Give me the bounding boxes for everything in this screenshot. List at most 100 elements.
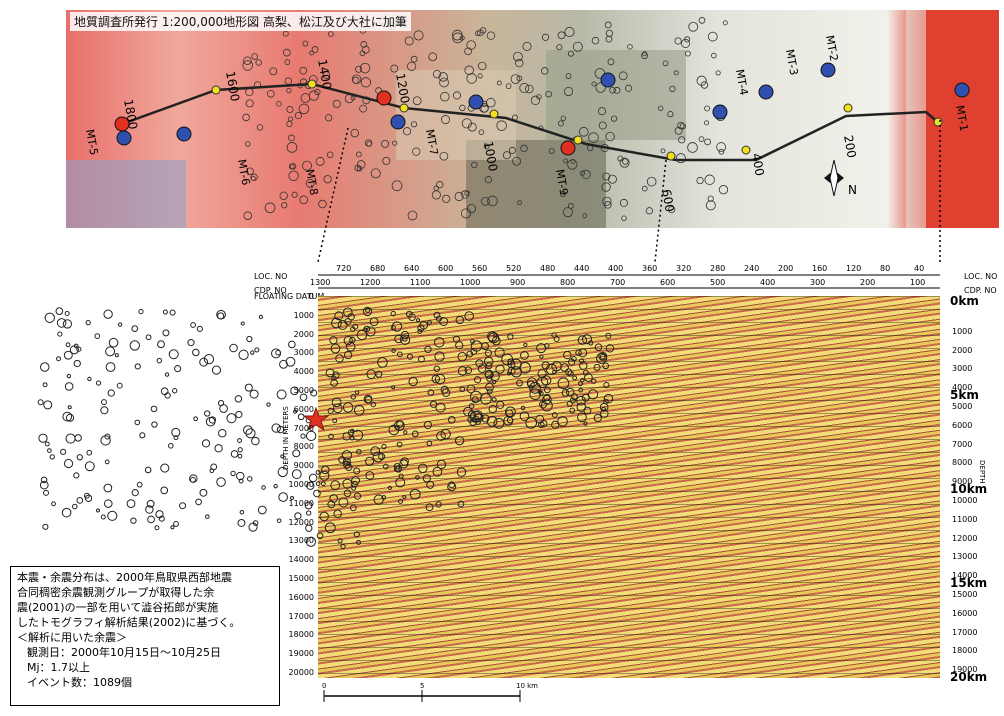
aftershock <box>275 349 282 356</box>
aftershock <box>529 388 542 400</box>
depth-km-label: 20km <box>950 670 988 684</box>
epicenter-mark <box>459 104 466 112</box>
depth-tick-right: 15000 <box>952 590 978 599</box>
legend-line: ＜解析に用いた余震＞ <box>17 631 127 644</box>
aftershock <box>164 372 170 377</box>
aftershock <box>417 328 423 334</box>
epicenter-mark <box>572 41 583 52</box>
loc-number: 200 <box>778 264 794 273</box>
aftershock <box>433 311 441 319</box>
station-label: MT-5 <box>83 128 100 156</box>
scale-label-0: 0 <box>322 682 326 690</box>
aftershock <box>57 331 63 337</box>
loc-number: 680 <box>370 264 386 273</box>
epicenter-mark <box>256 124 264 131</box>
aftershock <box>448 481 456 489</box>
aftershock <box>279 359 288 369</box>
aftershock <box>329 494 339 503</box>
aftershock <box>578 387 584 393</box>
aftershock <box>95 380 102 386</box>
depth-km-label: 15km <box>950 576 988 590</box>
loc-number: 120 <box>846 264 862 273</box>
epicenter-mark <box>243 211 253 220</box>
aftershock <box>210 463 218 471</box>
depth-tick-right: 17000 <box>952 627 978 637</box>
aftershock <box>365 456 375 466</box>
epicenter-mark <box>242 60 253 71</box>
aftershock <box>63 350 73 360</box>
cdp-label: 600 <box>659 188 677 213</box>
station-blue <box>468 94 484 110</box>
aftershock <box>217 312 225 320</box>
epicenter-mark <box>564 26 575 38</box>
aftershock <box>330 480 341 491</box>
epicenter-mark <box>350 128 360 138</box>
epicenter-mark <box>359 104 368 113</box>
aftershock <box>315 481 321 486</box>
aftershock <box>131 325 139 332</box>
aftershock <box>310 389 318 397</box>
aftershock <box>483 356 494 367</box>
epicenter-mark <box>381 139 390 148</box>
epicenter-mark <box>502 151 511 160</box>
geology-unit <box>66 160 186 228</box>
aftershock <box>567 370 574 377</box>
epicenter-mark <box>322 71 331 79</box>
aftershock <box>488 404 497 414</box>
aftershock <box>463 406 473 417</box>
aftershock <box>172 388 178 394</box>
aftershock <box>551 412 558 418</box>
epicenter-mark <box>302 40 309 47</box>
epicenter-mark <box>291 191 298 198</box>
aftershock <box>342 402 354 413</box>
aftershock <box>537 389 542 395</box>
aftershock <box>602 362 610 370</box>
aftershock <box>457 351 468 362</box>
aftershock <box>139 432 146 439</box>
aftershock <box>160 486 169 495</box>
aftershock <box>594 343 603 351</box>
depth-tick-left: 8000 <box>293 442 314 452</box>
aftershock <box>343 350 353 360</box>
aftershock <box>73 472 80 479</box>
aftershock <box>216 477 226 487</box>
depth-tick-left: 12000 <box>288 517 314 527</box>
aftershock <box>203 353 215 365</box>
aftershock <box>519 411 530 421</box>
aftershock <box>480 393 492 405</box>
map-overlay: 1800 1600 1400 1200 1000 600 400 200 MT-1 MT-2 MT-… <box>66 10 970 228</box>
epicenter-mark <box>718 185 729 195</box>
epicenter-mark <box>276 101 282 107</box>
cdp-point <box>741 145 751 155</box>
epicenter-mark <box>610 115 618 122</box>
epicenter-mark <box>565 73 572 80</box>
epicenter-mark <box>279 191 288 200</box>
aftershock <box>168 443 174 449</box>
aftershock <box>342 478 353 489</box>
aftershock <box>561 389 570 397</box>
epicenter-mark <box>674 126 683 135</box>
aftershock <box>406 353 414 360</box>
aftershock <box>84 494 93 502</box>
aftershock <box>320 481 326 487</box>
epicenter-mark <box>704 138 711 146</box>
aftershock <box>563 350 572 360</box>
aftershock <box>42 382 48 388</box>
aftershock <box>278 492 288 502</box>
aftershock <box>370 401 377 408</box>
station-label: MT-4 <box>733 68 750 96</box>
depth-tick-left: 1000 <box>293 310 314 320</box>
aftershock <box>60 448 67 455</box>
aftershock <box>354 390 360 395</box>
aftershock <box>107 389 115 397</box>
station-blue <box>820 62 836 78</box>
aftershock <box>43 400 53 410</box>
epicenter-mark <box>707 31 718 42</box>
epicenter-mark <box>662 60 669 67</box>
aftershock <box>363 394 373 404</box>
aftershock <box>247 476 253 482</box>
epicenter-mark <box>607 174 617 184</box>
depth-tick-right: 12000 <box>952 533 978 543</box>
aftershock <box>490 371 500 382</box>
aftershock <box>246 335 253 343</box>
